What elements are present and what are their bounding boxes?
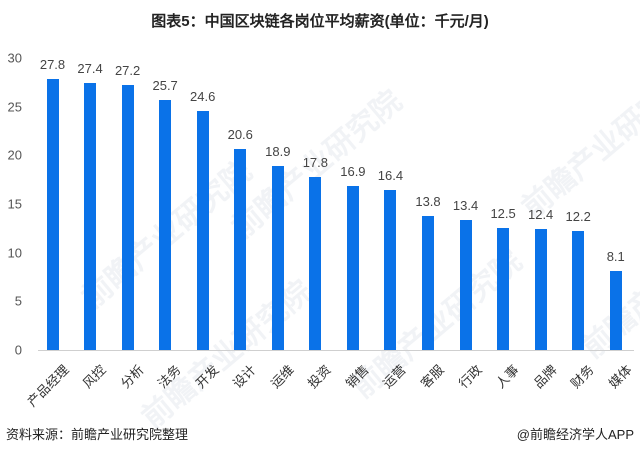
y-tick-label: 0 (14, 342, 22, 358)
bar (234, 149, 247, 350)
x-axis-line (38, 350, 634, 351)
y-tick-label: 30 (7, 50, 22, 66)
bar-value-label: 12.4 (527, 207, 554, 223)
bar (609, 271, 622, 350)
x-tick-label: 法务 (154, 362, 184, 392)
bar-value-label: 20.6 (227, 127, 253, 143)
bar (309, 176, 322, 350)
bar (422, 215, 434, 350)
bar-value-label: 27.2 (114, 63, 141, 79)
bar (84, 83, 97, 350)
bar-value-label: 8.1 (606, 249, 625, 265)
x-tick-label: 媒体 (605, 362, 635, 392)
y-tick-label: 20 (7, 147, 22, 163)
credit-note: @前瞻经济学人APP (516, 427, 634, 442)
source-note: 资料来源：前瞻产业研究院整理 (6, 427, 189, 442)
bar (384, 190, 397, 350)
bar-value-label: 18.9 (265, 144, 291, 160)
bar-value-label: 12.5 (490, 206, 516, 222)
bar (497, 228, 510, 350)
x-tick-label: 投资 (305, 362, 335, 392)
bar (159, 99, 172, 350)
x-tick-label: 财务 (567, 362, 597, 392)
x-tick-label: 开发 (192, 362, 222, 392)
x-tick-label: 客服 (417, 362, 447, 392)
bar-value-label: 27.8 (39, 57, 66, 73)
x-tick-label: 运营 (380, 362, 410, 392)
bar (121, 85, 134, 350)
bar-value-label: 17.8 (302, 154, 328, 170)
x-tick-label: 运维 (267, 362, 297, 392)
x-tick-label: 风控 (79, 362, 109, 392)
y-tick-label: 15 (7, 196, 22, 212)
y-tick-label: 5 (14, 293, 22, 309)
bar-value-label: 13.8 (415, 193, 441, 209)
bar (572, 231, 585, 350)
bar-value-label: 13.4 (452, 197, 479, 213)
bar-value-label: 27.4 (77, 61, 103, 77)
chart-title: 图表5：中国区块链各岗位平均薪资(单位：千元/月) (151, 13, 489, 30)
bar-value-label: 16.9 (340, 163, 366, 179)
bar-value-label: 24.6 (190, 88, 216, 104)
bar (271, 166, 284, 350)
x-tick-label: 设计 (229, 362, 259, 392)
x-tick-label: 分析 (117, 362, 147, 392)
x-tick-label: 产品经理 (23, 362, 72, 410)
x-tick-label: 人事 (492, 362, 522, 392)
y-tick-label: 10 (7, 245, 22, 261)
x-tick-label: 行政 (455, 362, 485, 392)
bar (346, 185, 359, 350)
watermark-text: 前瞻产业研究院 (516, 64, 640, 225)
x-tick-label: 品牌 (530, 362, 560, 392)
bar (459, 219, 472, 350)
x-tick-label: 销售 (342, 362, 372, 392)
bar-value-label: 12.2 (565, 209, 591, 225)
bar (196, 110, 209, 350)
bar (534, 229, 547, 350)
bar-value-label: 25.7 (152, 77, 178, 93)
y-tick-label: 25 (7, 99, 22, 115)
bar (46, 79, 59, 350)
bar-value-label: 16.4 (377, 168, 404, 184)
